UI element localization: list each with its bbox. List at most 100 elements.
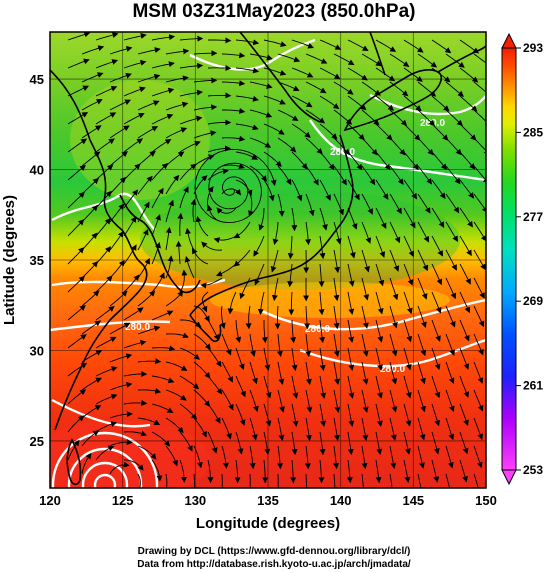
streamline: [417, 277, 428, 300]
streamline: [431, 431, 440, 455]
streamline: [305, 81, 327, 94]
x-axis-label: Longitude (degrees): [196, 515, 340, 532]
streamline: [67, 389, 87, 405]
streamline: [375, 39, 397, 52]
streamline: [109, 99, 132, 111]
streamline: [109, 461, 130, 475]
streamline: [249, 361, 258, 385]
streamline: [221, 473, 223, 488]
streamline: [291, 431, 298, 456]
streamline: [95, 421, 118, 433]
lat-lon-grid: [50, 32, 486, 488]
streamline: [234, 459, 241, 484]
streamline: [165, 332, 189, 339]
streamline: [165, 389, 187, 401]
streamline: [95, 85, 118, 97]
streamline: [151, 87, 175, 97]
streamline: [291, 179, 303, 202]
streamline: [151, 375, 175, 384]
streamline: [151, 34, 176, 41]
streamline: [109, 322, 131, 335]
streamline: [95, 164, 114, 181]
streamline: [403, 291, 413, 315]
streamline: [473, 53, 486, 64]
streamline: [473, 137, 486, 156]
streamline: [431, 291, 442, 314]
streamline: [109, 381, 133, 391]
streamline: [361, 137, 378, 156]
streamline: [207, 347, 222, 368]
streamline: [81, 177, 100, 195]
streamline: [151, 138, 172, 153]
streamline: [347, 375, 355, 399]
streamline: [417, 221, 430, 243]
streamline: [81, 204, 98, 223]
contour-label: 280.0: [125, 322, 150, 333]
streamline: [123, 216, 137, 237]
streamline: [473, 193, 486, 213]
streamline: [319, 39, 342, 50]
streamline: [459, 207, 473, 228]
colorbar-tick-label: 253: [523, 463, 543, 477]
streamline: [346, 459, 353, 484]
streamline: [459, 95, 478, 112]
streamline: [318, 291, 325, 316]
y-tick-labels: 25 30 35 40 45: [30, 72, 44, 449]
streamline: [347, 67, 368, 81]
streamline: [389, 361, 398, 385]
streamline: [333, 361, 340, 385]
streamline: [431, 403, 441, 427]
streamline: [151, 187, 164, 209]
streamline: [235, 67, 260, 74]
streamline: [123, 86, 146, 97]
streamline: [165, 174, 180, 195]
y-tick-label: 35: [30, 253, 44, 268]
colorbar-min-arrow: [501, 469, 517, 486]
colorbar-tick-label: 261: [523, 379, 543, 393]
streamline: [459, 403, 469, 426]
streamline: [123, 339, 147, 349]
streamline: [319, 431, 326, 456]
streamline: [347, 123, 365, 141]
streamline: [459, 39, 480, 54]
streamline: [445, 333, 455, 356]
streamline: [67, 247, 85, 265]
streamline: [227, 291, 237, 315]
streamline: [137, 417, 161, 425]
streamline: [277, 53, 301, 63]
streamline: [473, 109, 486, 127]
streamline: [445, 165, 461, 185]
streamline: [417, 473, 422, 488]
streamline: [417, 361, 426, 385]
streamline: [263, 375, 272, 399]
streamline: [249, 417, 258, 441]
streamline: [305, 473, 307, 488]
streamline: [347, 95, 367, 111]
x-tick-label: 120: [39, 493, 61, 508]
streamline: [249, 473, 251, 488]
streamline: [235, 403, 246, 426]
streamline: [473, 417, 483, 440]
streamline: [445, 277, 457, 300]
streamline: [459, 151, 476, 170]
wind-streamlines: [67, 32, 486, 488]
streamline: [221, 163, 245, 169]
streamline: [389, 137, 406, 156]
streamline: [403, 151, 419, 171]
streamline: [272, 221, 279, 246]
streamline: [403, 95, 422, 112]
streamline: [179, 186, 189, 209]
streamline: [193, 305, 210, 323]
y-tick-label: 25: [30, 434, 44, 449]
streamline: [221, 361, 233, 383]
streamline: [109, 439, 133, 447]
streamline: [361, 249, 370, 273]
streamline: [389, 109, 408, 126]
streamline: [459, 235, 472, 257]
streamline: [177, 212, 184, 237]
streamline: [305, 109, 326, 124]
streamline: [319, 403, 326, 427]
colorbar-tick-label: 277: [523, 210, 543, 224]
streamline: [165, 445, 178, 467]
contour-label: 280.0: [380, 364, 405, 375]
